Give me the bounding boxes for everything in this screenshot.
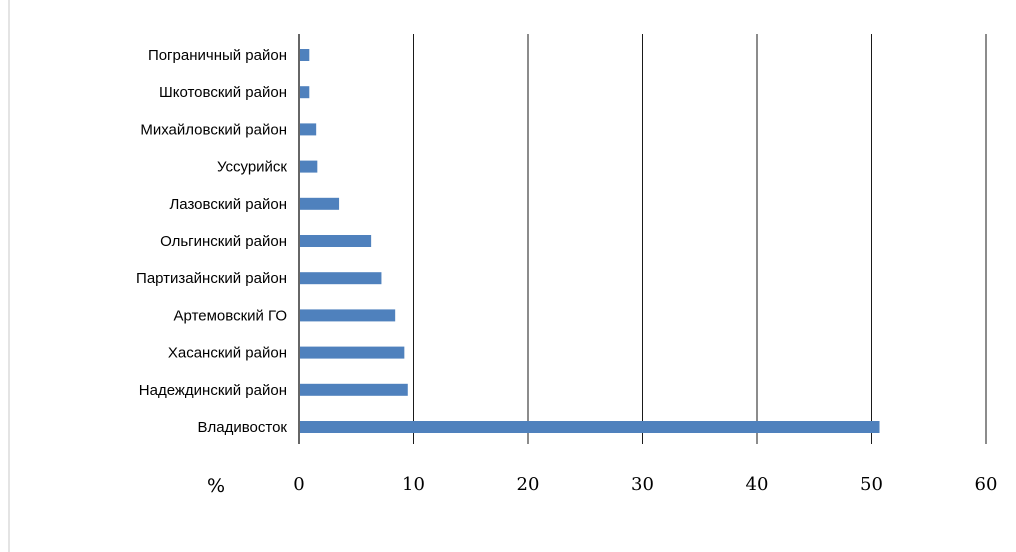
- bars: [300, 49, 880, 433]
- grid-lines: [298, 34, 987, 444]
- x-tick-label: 0: [293, 474, 304, 495]
- category-label: Ольгинский район: [160, 233, 287, 250]
- x-tick-label: 30: [631, 474, 654, 495]
- category-label: Лазовский район: [169, 196, 287, 213]
- bar: [300, 272, 382, 285]
- x-axis-label: %: [207, 475, 225, 497]
- category-label: Михайловский район: [140, 121, 287, 138]
- category-label: Надеждинский район: [139, 382, 287, 399]
- x-tick-label: 40: [746, 474, 769, 495]
- bar: [300, 346, 405, 359]
- category-label: Шкотовский район: [159, 84, 287, 101]
- bar: [300, 123, 317, 136]
- bar: [300, 86, 310, 99]
- bar: [300, 309, 396, 322]
- category-labels: Пограничный район Шкотовский район Михайло…: [136, 47, 287, 436]
- bar: [300, 383, 408, 396]
- bar: [300, 421, 880, 433]
- x-tick-label: 60: [975, 474, 998, 495]
- category-label: Пограничный район: [148, 47, 287, 64]
- category-label: Партизайнский район: [136, 270, 287, 287]
- bar: [300, 160, 318, 173]
- category-label: Владивосток: [198, 419, 288, 436]
- bar: [300, 197, 340, 210]
- bar: [300, 235, 372, 247]
- bar: [300, 49, 310, 61]
- x-tick-label: 50: [860, 474, 883, 495]
- category-label: Артемовский ГО: [174, 307, 287, 324]
- category-label: Уссурийск: [217, 159, 287, 176]
- category-label: Хасанский район: [168, 345, 287, 362]
- x-tick-label: 20: [517, 474, 540, 495]
- x-tick-label: 10: [402, 474, 425, 495]
- left-border: [8, 0, 10, 552]
- x-tick-labels: 0 10 20 30 40 50 60: [293, 474, 997, 495]
